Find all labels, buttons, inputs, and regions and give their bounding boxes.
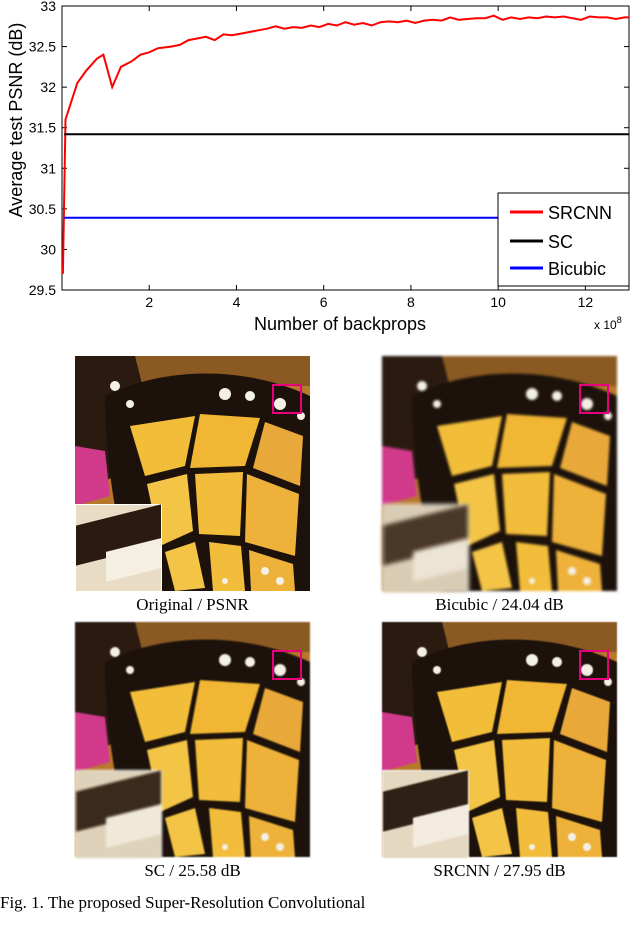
highlight-box [272, 650, 302, 680]
x-tick-label: 4 [233, 294, 241, 310]
zoom-inset [382, 770, 469, 859]
y-tick-label: 30 [40, 241, 56, 257]
x-axis-ticks: 2 4 6 8 10 12 [145, 6, 593, 310]
plot-frame [61, 5, 630, 291]
y-axis-ticks: 29.5 30 30.5 31 31.5 32 32.5 33 [29, 0, 629, 298]
panel-bicubic [382, 356, 617, 593]
panel-srcnn [382, 622, 617, 859]
legend-label-srcnn: SRCNN [548, 203, 612, 223]
x-tick-label: 10 [490, 294, 506, 310]
chart-axes [61, 5, 630, 291]
y-tick-label: 33 [40, 0, 56, 14]
y-axis-label: Average test PSNR (dB) [6, 23, 26, 218]
y-tick-label: 32 [40, 79, 56, 95]
x-tick-label: 8 [407, 294, 415, 310]
highlight-box [579, 650, 609, 680]
caption-sc: SC / 25.58 dB [144, 861, 241, 880]
butterfly-image-original [75, 356, 310, 591]
y-tick-label: 30.5 [29, 201, 56, 217]
x-axis-label: Number of backprops [254, 314, 426, 334]
panel-original [75, 356, 310, 591]
legend-label-sc: SC [548, 232, 573, 252]
zoom-inset [382, 504, 469, 593]
chart-legend: SRCNN SC Bicubic [497, 192, 630, 287]
zoom-inset [75, 770, 162, 859]
zoom-inset [75, 504, 162, 591]
psnr-line-chart: 29.5 30 30.5 31 31.5 32 32.5 33 2 4 6 8 10 12 Averag… [6, 0, 630, 334]
series-line-srcnn [61, 14, 629, 274]
figure-caption-partial: Fig. 1. The proposed Super-Resolution Co… [0, 893, 366, 912]
panel-sc [75, 622, 310, 859]
legend-label-bicubic: Bicubic [548, 259, 606, 279]
caption-bicubic: Bicubic / 24.04 dB [435, 595, 564, 614]
highlight-box [272, 384, 302, 414]
y-tick-label: 29.5 [29, 282, 56, 298]
y-tick-label: 31 [40, 160, 56, 176]
x-tick-label: 2 [145, 294, 153, 310]
x-tick-label: 6 [320, 294, 328, 310]
highlight-box [579, 384, 609, 414]
caption-srcnn: SRCNN / 27.95 dB [433, 861, 566, 880]
y-tick-label: 31.5 [29, 120, 56, 136]
y-tick-label: 32.5 [29, 39, 56, 55]
x-axis-multiplier: x 108 [594, 315, 622, 332]
caption-original: Original / PSNR [136, 595, 249, 614]
x-tick-label: 12 [578, 294, 594, 310]
